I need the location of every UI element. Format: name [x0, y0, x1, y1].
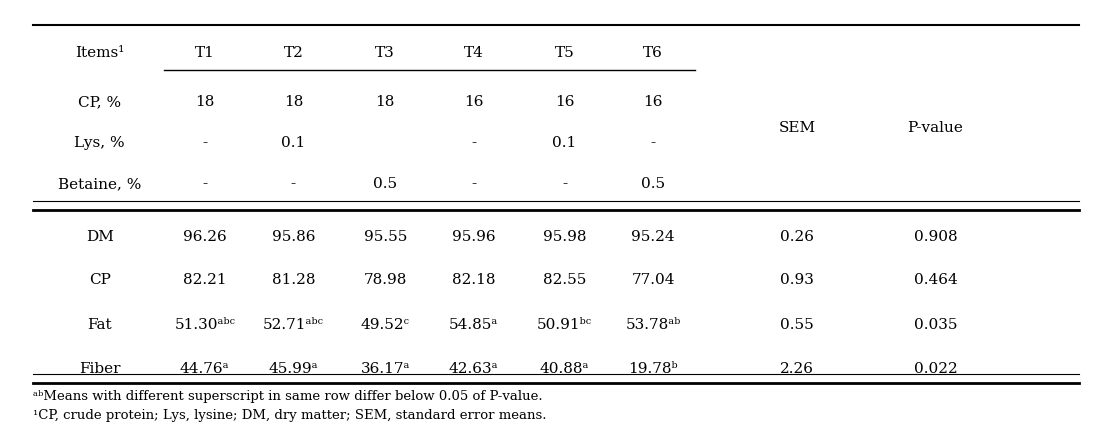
Text: 0.26: 0.26: [780, 230, 814, 243]
Text: CP: CP: [89, 272, 111, 286]
Text: 51.30ᵃᵇᶜ: 51.30ᵃᵇᶜ: [175, 318, 235, 331]
Text: 95.98: 95.98: [542, 230, 587, 243]
Text: 18: 18: [375, 95, 395, 109]
Text: 82.18: 82.18: [452, 272, 496, 286]
Text: -: -: [291, 177, 296, 191]
Text: 0.022: 0.022: [913, 362, 958, 375]
Text: 42.63ᵃ: 42.63ᵃ: [449, 362, 498, 375]
Text: 54.85ᵃ: 54.85ᵃ: [449, 318, 498, 331]
Text: -: -: [472, 177, 476, 191]
Text: ¹CP, crude protein; Lys, lysine; DM, dry matter; SEM, standard error means.: ¹CP, crude protein; Lys, lysine; DM, dry…: [33, 408, 547, 420]
Text: 49.52ᶜ: 49.52ᶜ: [361, 318, 410, 331]
Text: 16: 16: [555, 95, 575, 109]
Text: -: -: [472, 136, 476, 150]
Text: 16: 16: [464, 95, 484, 109]
Text: 96.26: 96.26: [183, 230, 227, 243]
Text: T5: T5: [555, 46, 575, 60]
Text: 16: 16: [643, 95, 663, 109]
Text: Fiber: Fiber: [79, 362, 121, 375]
Text: 53.78ᵃᵇ: 53.78ᵃᵇ: [625, 318, 681, 331]
Text: 2.26: 2.26: [780, 362, 814, 375]
Text: DM: DM: [85, 230, 114, 243]
Text: 81.28: 81.28: [271, 272, 315, 286]
Text: 0.5: 0.5: [373, 177, 397, 191]
Text: SEM: SEM: [778, 121, 816, 135]
Text: 40.88ᵃ: 40.88ᵃ: [540, 362, 589, 375]
Text: ᵃᵇMeans with different superscript in same row differ below 0.05 of P-value.: ᵃᵇMeans with different superscript in sa…: [33, 389, 542, 402]
Text: 82.55: 82.55: [542, 272, 587, 286]
Text: 95.55: 95.55: [363, 230, 407, 243]
Text: 0.908: 0.908: [913, 230, 958, 243]
Text: T2: T2: [283, 46, 303, 60]
Text: -: -: [203, 177, 207, 191]
Text: 0.93: 0.93: [780, 272, 814, 286]
Text: -: -: [651, 136, 655, 150]
Text: 0.464: 0.464: [913, 272, 958, 286]
Text: 82.21: 82.21: [183, 272, 227, 286]
Text: 18: 18: [283, 95, 303, 109]
Text: -: -: [562, 177, 567, 191]
Text: T1: T1: [195, 46, 215, 60]
Text: CP, %: CP, %: [79, 95, 121, 109]
Text: Lys, %: Lys, %: [74, 136, 125, 150]
Text: 50.91ᵇᶜ: 50.91ᵇᶜ: [537, 318, 592, 331]
Text: P-value: P-value: [908, 121, 963, 135]
Text: 45.99ᵃ: 45.99ᵃ: [269, 362, 318, 375]
Text: T6: T6: [643, 46, 663, 60]
Text: Betaine, %: Betaine, %: [58, 177, 142, 191]
Text: 95.24: 95.24: [631, 230, 675, 243]
Text: T4: T4: [464, 46, 484, 60]
Text: 44.76ᵃ: 44.76ᵃ: [180, 362, 229, 375]
Text: 0.1: 0.1: [281, 136, 306, 150]
Text: 78.98: 78.98: [363, 272, 407, 286]
Text: Fat: Fat: [87, 318, 112, 331]
Text: 0.5: 0.5: [641, 177, 665, 191]
Text: 18: 18: [195, 95, 215, 109]
Text: 95.86: 95.86: [271, 230, 315, 243]
Text: 77.04: 77.04: [631, 272, 675, 286]
Text: Items¹: Items¹: [75, 46, 124, 60]
Text: 36.17ᵃ: 36.17ᵃ: [361, 362, 410, 375]
Text: 0.035: 0.035: [913, 318, 958, 331]
Text: T3: T3: [375, 46, 395, 60]
Text: 95.96: 95.96: [452, 230, 496, 243]
Text: 52.71ᵃᵇᶜ: 52.71ᵃᵇᶜ: [263, 318, 323, 331]
Text: 0.1: 0.1: [552, 136, 577, 150]
Text: 19.78ᵇ: 19.78ᵇ: [629, 362, 677, 375]
Text: 0.55: 0.55: [780, 318, 814, 331]
Text: -: -: [203, 136, 207, 150]
